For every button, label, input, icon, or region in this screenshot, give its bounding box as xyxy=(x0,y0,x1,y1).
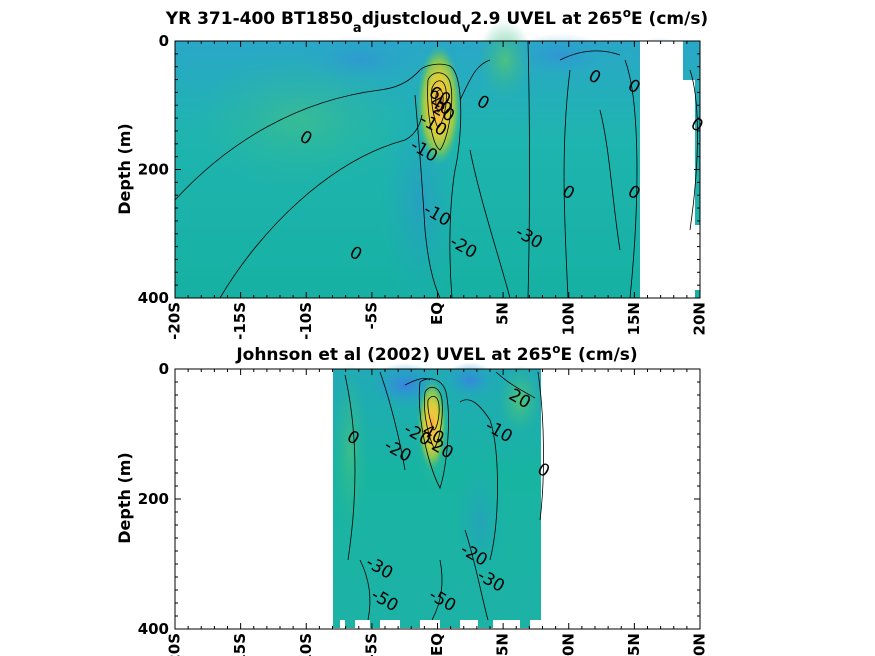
bottom-x-tick-label: -15S xyxy=(231,633,249,656)
top-field xyxy=(175,20,700,310)
bottom-x-tick-label: EQ xyxy=(428,633,446,656)
top-x-tick-label: -15S xyxy=(231,302,249,340)
top-panel: YR 371-400 BT1850adjustcloudv2.9 UVEL at… xyxy=(115,6,709,340)
top-x-tick-label: -10S xyxy=(297,302,315,340)
bottom-x-tick-label: -10S xyxy=(297,633,315,656)
bottom-axis-ticks: -20S -15S -10S -5S EQ 5N 10N 15N 20N 0 200 400 xyxy=(138,360,709,656)
bottom-x-tick-label: 10N xyxy=(559,633,577,656)
bottom-x-tick-label: -5S xyxy=(362,633,380,656)
bottom-y-tick-label: 200 xyxy=(138,490,169,508)
bottom-chart-title: Johnson et al (2002) UVEL at 265oE (cm/s… xyxy=(235,342,637,365)
top-y-tick-label: 0 xyxy=(159,32,169,50)
top-x-tick-label: -5S xyxy=(362,302,380,329)
bottom-x-tick-label: 5N xyxy=(494,633,512,656)
bottom-x-tick-label: 15N xyxy=(625,633,643,656)
bottom-x-tick-label: 20N xyxy=(691,633,709,656)
top-y-axis-label: Depth (m) xyxy=(115,123,134,215)
top-x-tick-label: 20N xyxy=(691,302,709,335)
bottom-contour-lines xyxy=(344,371,544,621)
top-y-tick-label: 400 xyxy=(138,289,169,307)
bottom-y-axis-label: Depth (m) xyxy=(115,452,134,544)
top-x-tick-label: 10N xyxy=(559,302,577,335)
bottom-panel: Johnson et al (2002) UVEL at 265oE (cm/s… xyxy=(115,342,709,656)
bottom-x-tick-label: -20S xyxy=(166,633,184,656)
top-x-tick-label: -20S xyxy=(166,302,184,340)
bottom-y-tick-label: 0 xyxy=(159,360,169,378)
bottom-y-tick-label: 400 xyxy=(138,620,169,638)
top-x-tick-label: 5N xyxy=(494,302,512,325)
top-x-tick-label: 15N xyxy=(625,302,643,335)
top-axis-ticks: -20S -15S -10S -5S EQ 5N 10N 15N 20N 0 200 400 xyxy=(138,32,709,340)
top-chart-title: YR 371-400 BT1850adjustcloudv2.9 UVEL at… xyxy=(165,6,708,36)
top-contour-lines xyxy=(174,40,698,299)
top-y-tick-label: 200 xyxy=(138,161,169,179)
top-x-tick-label: EQ xyxy=(428,302,446,325)
